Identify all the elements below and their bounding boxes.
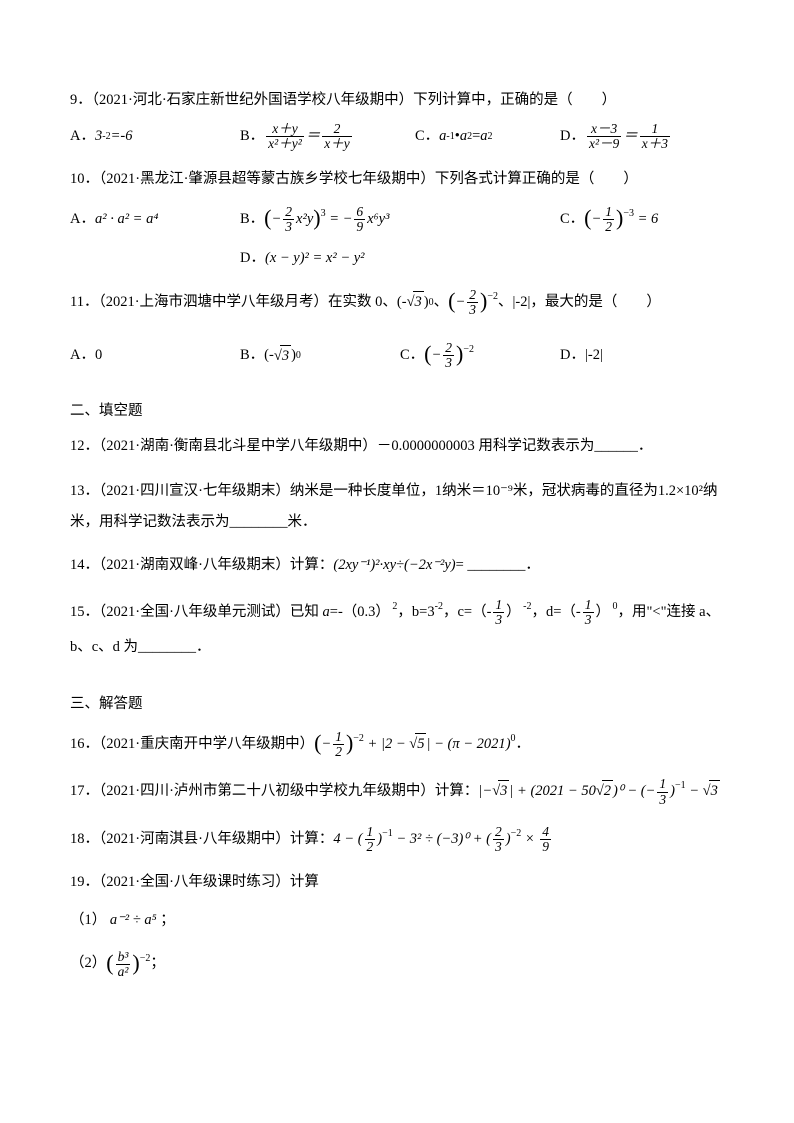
option-a: A． 3-2=-6 bbox=[70, 126, 240, 148]
question-17: 17．（2021·四川·泸州市第二十八初级中学校九年级期中）计算： |−√3| … bbox=[70, 777, 724, 806]
option-c: C． (−12)−3 = 6 bbox=[560, 205, 658, 234]
option-a: A． a² · a² = a⁴ bbox=[70, 209, 240, 231]
question-11: 11．（2021·上海市泗塘中学八年级月考）在实数 0、(-√3 ) 0、 (−… bbox=[70, 288, 724, 371]
question-14: 14．（2021·湖南双峰·八年级期末）计算： (2xy⁻¹)² · xy ÷ … bbox=[70, 555, 724, 577]
question-10: 10．（2021·黑龙江·肇源县超等蒙古族乡学校七年级期中）下列各式计算正确的是… bbox=[70, 169, 724, 270]
option-a: A．0 bbox=[70, 345, 240, 367]
section-fill-blank: 二、填空题 bbox=[70, 401, 724, 423]
stem: 11．（2021·上海市泗塘中学八年级月考）在实数 0、(-√3 ) 0、 (−… bbox=[70, 288, 724, 317]
option-b: B． x＋yx²＋y² ＝ 2x＋y bbox=[240, 122, 415, 151]
option-d: D．|-2| bbox=[560, 345, 603, 367]
part-1: （1） a⁻² ÷ a⁵ ； bbox=[70, 910, 724, 932]
stem: 10．（2021·黑龙江·肇源县超等蒙古族乡学校七年级期中）下列各式计算正确的是… bbox=[70, 169, 724, 191]
question-9: 9．（2021·河北·石家庄新世纪外国语学校八年级期中）下列计算中，正确的是（ … bbox=[70, 90, 724, 151]
question-19: 19．（2021·全国·八年级课时练习）计算 （1） a⁻² ÷ a⁵ ； （2… bbox=[70, 872, 724, 979]
option-c: C． (−23)−2 bbox=[400, 341, 560, 370]
option-c: C． a-1•a2=a2 bbox=[415, 126, 560, 148]
question-13: 13．（2021·四川宣汉·七年级期末）纳米是一种长度单位，1纳米＝10⁻⁹米，… bbox=[70, 476, 724, 537]
question-15: 15．（2021·全国·八年级单元测试）已知 a=-（0.3） 2，b=3-2，… bbox=[70, 595, 724, 665]
option-b: B．(-√3 ) 0 bbox=[240, 345, 400, 368]
part-2: （2） (b³a²)−2 ； bbox=[70, 950, 724, 979]
question-16: 16．（2021·重庆南开中学八年级期中） (−12)−2 + |2 − √5|… bbox=[70, 730, 724, 759]
section-solve: 三、解答题 bbox=[70, 694, 724, 716]
option-b: B． (−23x²y)3 = −69x⁶y³ bbox=[240, 205, 560, 234]
option-d: D． (x − y)² = x² − y² bbox=[240, 248, 365, 270]
question-12: 12．（2021·湖南·衡南县北斗星中学八年级期中）－0.0000000003 … bbox=[70, 436, 724, 458]
option-d: D． x－3x²－9 ＝ 1x＋3 bbox=[560, 122, 672, 151]
stem: 9．（2021·河北·石家庄新世纪外国语学校八年级期中）下列计算中，正确的是（ … bbox=[70, 90, 724, 112]
question-18: 18．（2021·河南淇县·八年级期中）计算： 4 − (12)−1 − 3² … bbox=[70, 825, 724, 854]
